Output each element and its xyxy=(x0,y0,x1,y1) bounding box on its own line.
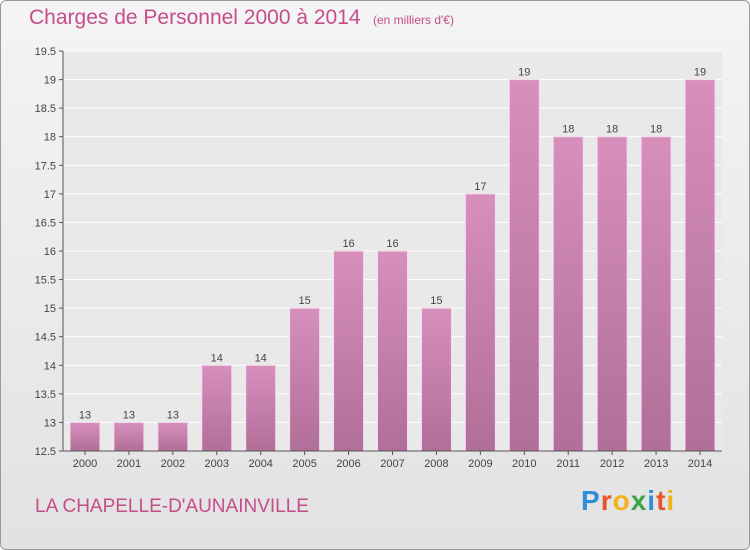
y-tick-label: 15.5 xyxy=(35,275,56,287)
x-tick-label: 2003 xyxy=(205,458,229,470)
bar xyxy=(640,136,672,452)
x-axis-ticks: 2000 2001 2002 2003 2004 2005 2006 2007 2008 2009… xyxy=(73,451,712,470)
bar xyxy=(245,364,277,452)
logo-letter: i xyxy=(647,485,657,516)
bar xyxy=(69,421,101,452)
value-label: 18 xyxy=(650,124,662,136)
value-label: 13 xyxy=(79,409,91,421)
bar xyxy=(508,79,540,452)
x-tick-label: 2001 xyxy=(117,458,141,470)
y-tick-label: 17.5 xyxy=(35,160,56,172)
x-tick-label: 2007 xyxy=(380,458,404,470)
chart-subtitle: (en milliers d'€) xyxy=(373,13,454,27)
bar xyxy=(420,307,452,452)
y-tick-label: 13 xyxy=(44,417,56,429)
x-tick-label: 2004 xyxy=(248,458,272,470)
value-label: 17 xyxy=(474,181,486,193)
value-label: 19 xyxy=(518,67,530,79)
value-label: 14 xyxy=(211,352,223,364)
chart-title: Charges de Personnel 2000 à 2014 xyxy=(29,6,361,29)
bar xyxy=(333,250,365,452)
value-label: 14 xyxy=(255,352,267,364)
bar xyxy=(684,79,716,452)
value-label: 13 xyxy=(123,409,135,421)
x-tick-label: 2000 xyxy=(73,458,97,470)
y-axis-ticks: 12.5 13 13.5 14 14.5 15 15.5 16 16.5 17 17.5 18 18.5… xyxy=(35,46,63,458)
bar xyxy=(157,421,189,452)
y-tick-label: 14.5 xyxy=(35,332,56,344)
logo-letter: o xyxy=(612,485,631,516)
x-tick-label: 2014 xyxy=(688,458,712,470)
value-label: 19 xyxy=(694,67,706,79)
y-tick-label: 15 xyxy=(44,303,56,315)
bar xyxy=(464,193,496,452)
x-tick-label: 2008 xyxy=(424,458,448,470)
value-label: 16 xyxy=(342,238,354,250)
y-tick-label: 16 xyxy=(44,246,56,258)
value-labels: 13 13 13 14 14 15 16 16 15 17 19 18 18 18 19 xyxy=(79,67,706,422)
logo-letter: P xyxy=(581,485,601,516)
bar xyxy=(201,364,233,452)
value-label: 18 xyxy=(562,124,574,136)
y-tick-label: 19.5 xyxy=(35,46,56,58)
y-tick-label: 16.5 xyxy=(35,217,56,229)
y-tick-label: 18.5 xyxy=(35,103,56,115)
y-tick-label: 13.5 xyxy=(35,389,56,401)
bar xyxy=(596,136,628,452)
value-label: 18 xyxy=(606,124,618,136)
value-label: 13 xyxy=(167,409,179,421)
x-tick-label: 2011 xyxy=(556,458,580,470)
bars xyxy=(69,79,716,452)
x-tick-label: 2002 xyxy=(161,458,185,470)
bar xyxy=(377,250,408,452)
logo-letter: t xyxy=(656,485,667,516)
commune-name: LA CHAPELLE-D'AUNAINVILLE xyxy=(35,496,309,517)
x-tick-label: 2005 xyxy=(292,458,316,470)
bar xyxy=(552,136,584,452)
y-tick-label: 17 xyxy=(44,189,56,201)
value-label: 15 xyxy=(299,295,311,307)
x-tick-label: 2012 xyxy=(600,458,624,470)
proxiti-logo[interactable]: Proxiti xyxy=(581,485,675,517)
x-tick-label: 2009 xyxy=(468,458,492,470)
logo-letter: i xyxy=(666,485,676,516)
x-tick-label: 2010 xyxy=(512,458,536,470)
x-tick-label: 2006 xyxy=(336,458,360,470)
value-label: 16 xyxy=(386,238,398,250)
y-tick-label: 12.5 xyxy=(35,446,56,458)
bar xyxy=(289,307,321,452)
value-label: 15 xyxy=(430,295,442,307)
logo-letter: r xyxy=(600,485,613,516)
y-tick-label: 19 xyxy=(44,75,56,87)
x-tick-label: 2013 xyxy=(644,458,668,470)
y-tick-label: 18 xyxy=(44,132,56,144)
bar xyxy=(113,421,145,452)
y-tick-label: 14 xyxy=(44,360,56,372)
logo-letter: x xyxy=(630,485,648,516)
